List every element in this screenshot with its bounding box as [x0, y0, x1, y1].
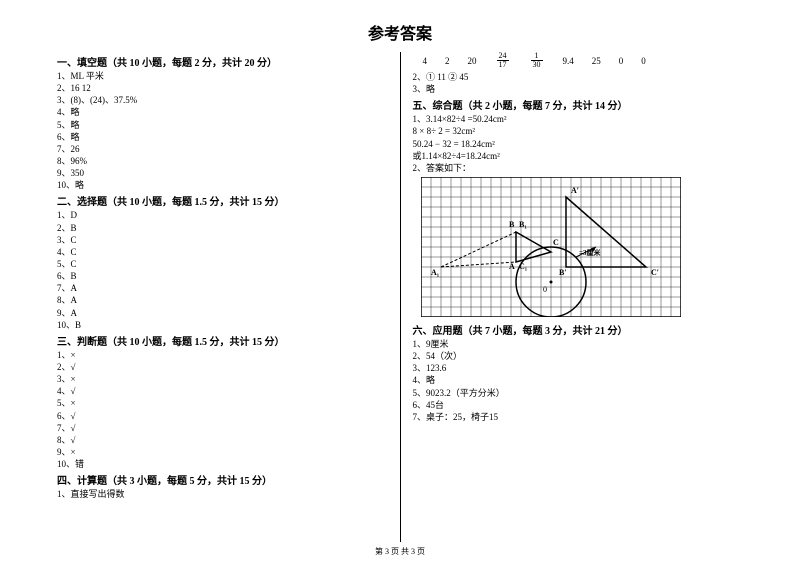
section-1-item: 9、350	[57, 167, 388, 179]
geometry-figure: A′C′B′BCAA₁B₁C₁0=3厘米	[421, 177, 744, 319]
section-3-item: 2、√	[57, 361, 388, 373]
page-footer: 第 3 页 共 3 页	[0, 546, 800, 557]
section-1-item: 3、(8)、(24)、37.5%	[57, 94, 388, 106]
svg-text:B₁: B₁	[519, 220, 527, 229]
section-1-item: 8、96%	[57, 155, 388, 167]
section-1-item: 4、略	[57, 106, 388, 118]
section-1-item: 6、略	[57, 131, 388, 143]
section-6-item: 6、45台	[413, 399, 744, 411]
section-5-item: 1、3.14×82÷4 =50.24cm²	[413, 113, 744, 125]
section-6-item: 7、桌子：25，椅子15	[413, 411, 744, 423]
section-1-item: 10、略	[57, 179, 388, 191]
svg-text:A′: A′	[571, 186, 579, 195]
svg-text:0: 0	[543, 285, 547, 294]
section-5-item: 50.24 − 32 = 18.24cm²	[413, 138, 744, 150]
section-6-item: 3、123.6	[413, 362, 744, 374]
section-3-item: 6、√	[57, 410, 388, 422]
content-columns: 一、填空题（共 10 小题，每题 2 分，共计 20 分） 1、ML 平米2、1…	[45, 52, 755, 542]
section-4-item: 1、直接写出得数	[57, 488, 388, 500]
num: 0	[619, 56, 624, 66]
section-2-header: 二、选择题（共 10 小题，每题 1.5 分，共计 15 分）	[57, 193, 388, 208]
num: 2	[445, 56, 450, 66]
section-3-item: 4、√	[57, 385, 388, 397]
section-6-item: 1、9厘米	[413, 338, 744, 350]
svg-text:C′: C′	[651, 268, 659, 277]
svg-text:B: B	[509, 220, 515, 229]
section-3-item: 8、√	[57, 434, 388, 446]
section-4b-item: 3、略	[413, 83, 744, 95]
section-2-item: 10、B	[57, 319, 388, 331]
left-column: 一、填空题（共 10 小题，每题 2 分，共计 20 分） 1、ML 平米2、1…	[45, 52, 401, 542]
section-2-item: 4、C	[57, 246, 388, 258]
num: 4	[423, 56, 428, 66]
section-1-item: 5、略	[57, 119, 388, 131]
section-5-item: 8 × 8÷ 2 = 32cm²	[413, 125, 744, 137]
num: 20	[468, 56, 477, 66]
section-2-item: 5、C	[57, 258, 388, 270]
section-4b-item: 2、① 11 ② 45	[413, 71, 744, 83]
svg-text:A: A	[509, 262, 515, 271]
section-1-item: 7、26	[57, 143, 388, 155]
section-3-header: 三、判断题（共 10 小题，每题 1.5 分，共计 15 分）	[57, 333, 388, 348]
section-2-item: 1、D	[57, 209, 388, 221]
section-3-item: 3、×	[57, 373, 388, 385]
grid-svg: A′C′B′BCAA₁B₁C₁0=3厘米	[421, 177, 681, 317]
section-6-item: 4、略	[413, 374, 744, 386]
fraction: 130	[531, 52, 543, 69]
section-3-item: 10、错	[57, 458, 388, 470]
section-3-item: 7、√	[57, 422, 388, 434]
section-2-item: 9、A	[57, 307, 388, 319]
svg-text:=3厘米: =3厘米	[579, 248, 601, 257]
right-column: 4 2 20 2417 130 9.4 25 0 0 2、① 11 ② 453、…	[401, 52, 756, 542]
section-3-item: 1、×	[57, 349, 388, 361]
calc-number-row: 4 2 20 2417 130 9.4 25 0 0	[413, 52, 744, 69]
section-5-header: 五、综合题（共 2 小题，每题 7 分，共计 14 分）	[413, 97, 744, 112]
svg-text:A₁: A₁	[431, 268, 440, 277]
section-2-item: 7、A	[57, 282, 388, 294]
section-6-header: 六、应用题（共 7 小题，每题 3 分，共计 21 分）	[413, 322, 744, 337]
section-5-item: 或1.14×82÷4=18.24cm²	[413, 150, 744, 162]
num: 25	[592, 56, 601, 66]
section-2-item: 2、B	[57, 222, 388, 234]
section-1-header: 一、填空题（共 10 小题，每题 2 分，共计 20 分）	[57, 54, 388, 69]
num: 9.4	[563, 56, 574, 66]
section-6-item: 5、9023.2（平方分米）	[413, 387, 744, 399]
num: 0	[641, 56, 646, 66]
section-3-item: 5、×	[57, 397, 388, 409]
svg-text:C: C	[553, 238, 559, 247]
section-1-item: 1、ML 平米	[57, 70, 388, 82]
fraction: 2417	[497, 52, 509, 69]
section-3-item: 9、×	[57, 446, 388, 458]
svg-text:B′: B′	[559, 268, 567, 277]
section-6-item: 2、54（次）	[413, 350, 744, 362]
section-4-header: 四、计算题（共 3 小题，每题 5 分，共计 15 分）	[57, 472, 388, 487]
section-5-item: 2、答案如下：	[413, 162, 744, 174]
page-title: 参考答案	[45, 20, 755, 44]
section-2-item: 3、C	[57, 234, 388, 246]
section-1-item: 2、16 12	[57, 82, 388, 94]
section-2-item: 8、A	[57, 294, 388, 306]
section-2-item: 6、B	[57, 270, 388, 282]
